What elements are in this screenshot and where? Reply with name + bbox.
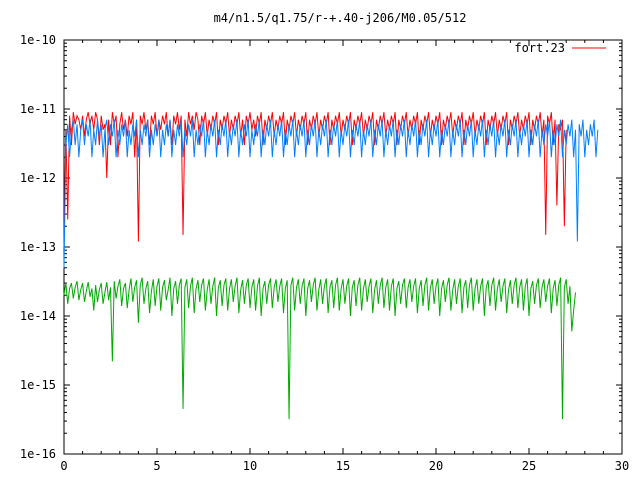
x-tick-label: 20: [429, 459, 443, 473]
x-tick-label: 10: [243, 459, 257, 473]
y-axis: 1e-16 1e-15 1e-14 1e-13 1e-12 1e-11 1e-10: [20, 33, 622, 461]
series-layer: [63, 112, 599, 420]
x-tick-label: 0: [60, 459, 67, 473]
y-tick-label: 1e-10: [20, 33, 56, 47]
y-tick-label: 1e-12: [20, 171, 56, 185]
y-tick-label: 1e-14: [20, 309, 56, 323]
x-tick-label: 5: [153, 459, 160, 473]
y-tick-label: 1e-11: [20, 102, 56, 116]
x-tick-label: 15: [336, 459, 350, 473]
chart-title: m4/n1.5/q1.75/r-+.40-j206/M0.05/512: [214, 11, 467, 25]
series-line-2: [63, 277, 576, 420]
x-axis: 0 5 10 15 20 25 30: [60, 40, 629, 473]
series-line-1: [63, 119, 599, 268]
y-tick-label: 1e-16: [20, 447, 56, 461]
y-tick-label: 1e-15: [20, 378, 56, 392]
legend: fort.23: [514, 41, 606, 55]
plot-frame: [63, 39, 623, 455]
x-tick-label: 30: [615, 459, 629, 473]
legend-label: fort.23: [514, 41, 565, 55]
x-tick-label: 25: [522, 459, 536, 473]
y-tick-label: 1e-13: [20, 240, 56, 254]
